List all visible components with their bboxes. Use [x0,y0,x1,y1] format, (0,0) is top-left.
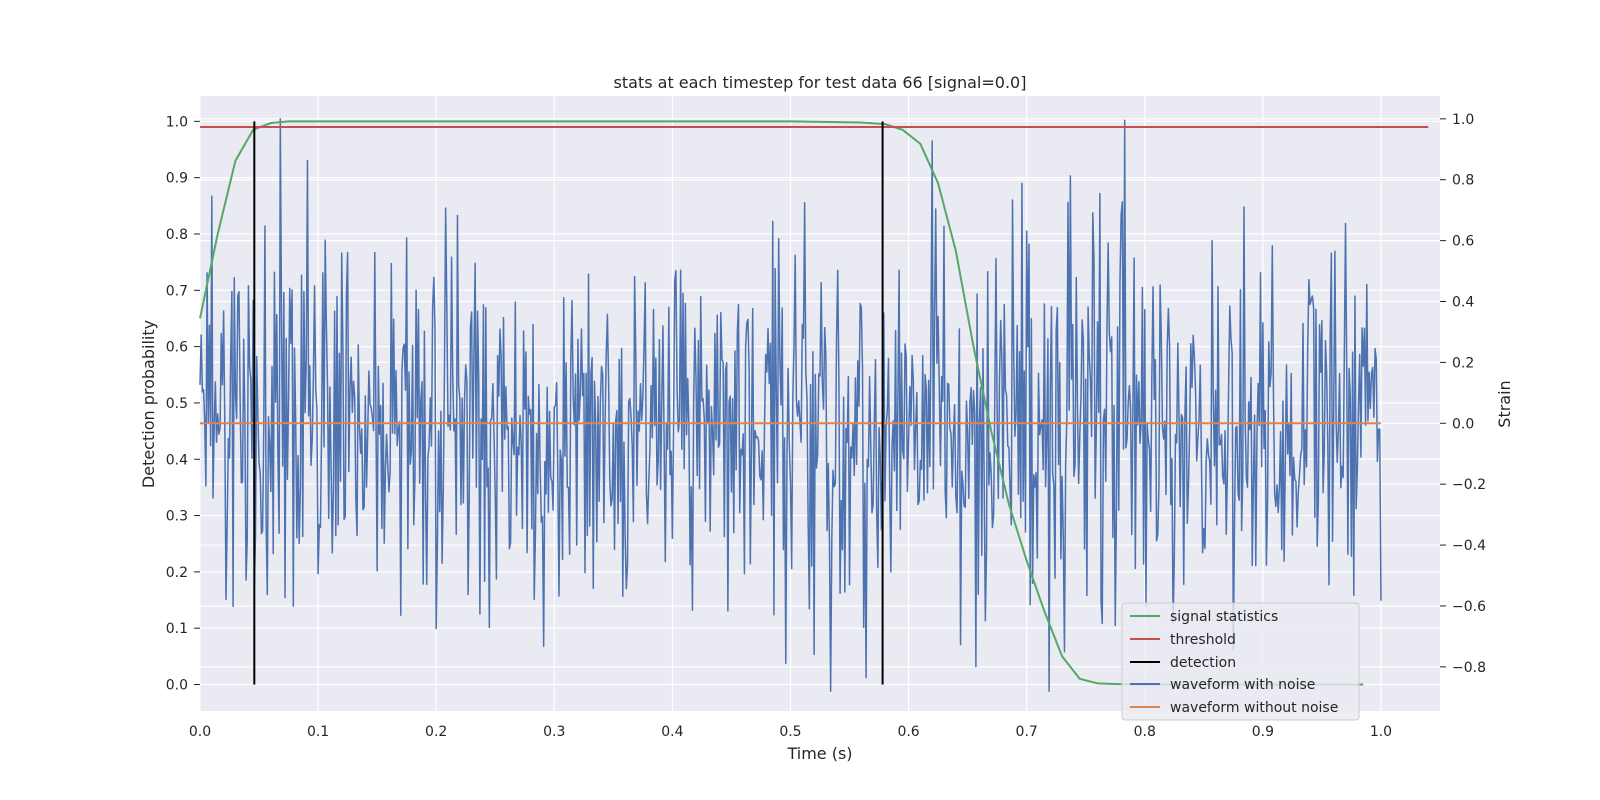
y-left-tick-label: 0.8 [166,227,188,243]
y-left-tick-label: 0.5 [166,396,188,412]
y-right-tick-label: −0.4 [1452,538,1486,554]
waveform-with-noise-series [199,118,1382,692]
x-tick-label: 0.0 [189,724,211,740]
y-right-tick-label: −0.6 [1452,599,1486,615]
x-tick-label: 0.2 [425,724,447,740]
waveform-with-noise-line [199,118,1382,692]
y-left-tick-label: 0.6 [166,340,188,356]
left-y-axis-label: Detection probability [139,320,158,488]
y-left-tick-label: 0.7 [166,283,188,299]
x-tick-label: 0.6 [897,724,919,740]
y-right-tick-label: 0.2 [1452,355,1474,371]
legend-label-waveform-with-noise: waveform with noise [1170,677,1315,693]
y-left-tick-label: 0.1 [166,621,188,637]
legend-label-waveform-without-noise: waveform without noise [1170,700,1338,716]
y-left-tick-label: 0.3 [166,509,188,525]
y-right-tick-label: 1.0 [1452,112,1474,128]
y-right-tick-label: 0.8 [1452,173,1474,189]
y-left-tick-label: 1.0 [166,114,188,130]
right-y-axis-ticks: −0.8 −0.6 −0.4 −0.2 0.0 0.2 0.4 0.6 0.8 1.0 [1440,112,1486,676]
left-y-axis-ticks: 0.0 0.1 0.2 0.3 0.4 0.5 0.6 0.7 0.8 0.9 1.0 [166,114,200,694]
x-axis-ticks: 0.0 0.1 0.2 0.3 0.4 0.5 0.6 0.7 0.8 0.9 1.0 [189,724,1392,740]
legend-label-signal-statistics: signal statistics [1170,609,1278,625]
x-axis-label: Time (s) [786,744,852,763]
y-left-tick-label: 0.0 [166,678,188,694]
legend: signal statistics threshold detection wa… [1121,602,1360,721]
y-left-tick-label: 0.4 [166,452,188,468]
y-left-tick-label: 0.2 [166,565,188,581]
x-tick-label: 0.1 [307,724,329,740]
x-tick-label: 0.5 [779,724,801,740]
x-tick-label: 0.7 [1016,724,1038,740]
y-right-tick-label: −0.8 [1452,660,1486,676]
x-tick-label: 0.9 [1252,724,1274,740]
right-y-axis-label: Strain [1495,380,1514,427]
legend-box [1121,602,1360,721]
chart-title: stats at each timestep for test data 66 … [614,73,1027,92]
y-left-tick-label: 0.9 [166,171,188,187]
signal-statistics-series [199,120,1364,686]
x-tick-label: 0.4 [661,724,683,740]
legend-label-detection: detection [1170,655,1236,671]
signal-statistics-line [199,120,1364,686]
x-tick-label: 0.3 [543,724,565,740]
y-right-tick-label: 0.6 [1452,234,1474,250]
y-right-tick-label: 0.4 [1452,295,1474,311]
y-right-tick-label: −0.2 [1452,477,1486,493]
x-tick-label: 1.0 [1370,724,1392,740]
x-tick-label: 0.8 [1134,724,1156,740]
detection-series [253,121,884,685]
legend-label-threshold: threshold [1170,632,1236,648]
y-right-tick-label: 0.0 [1452,416,1474,432]
